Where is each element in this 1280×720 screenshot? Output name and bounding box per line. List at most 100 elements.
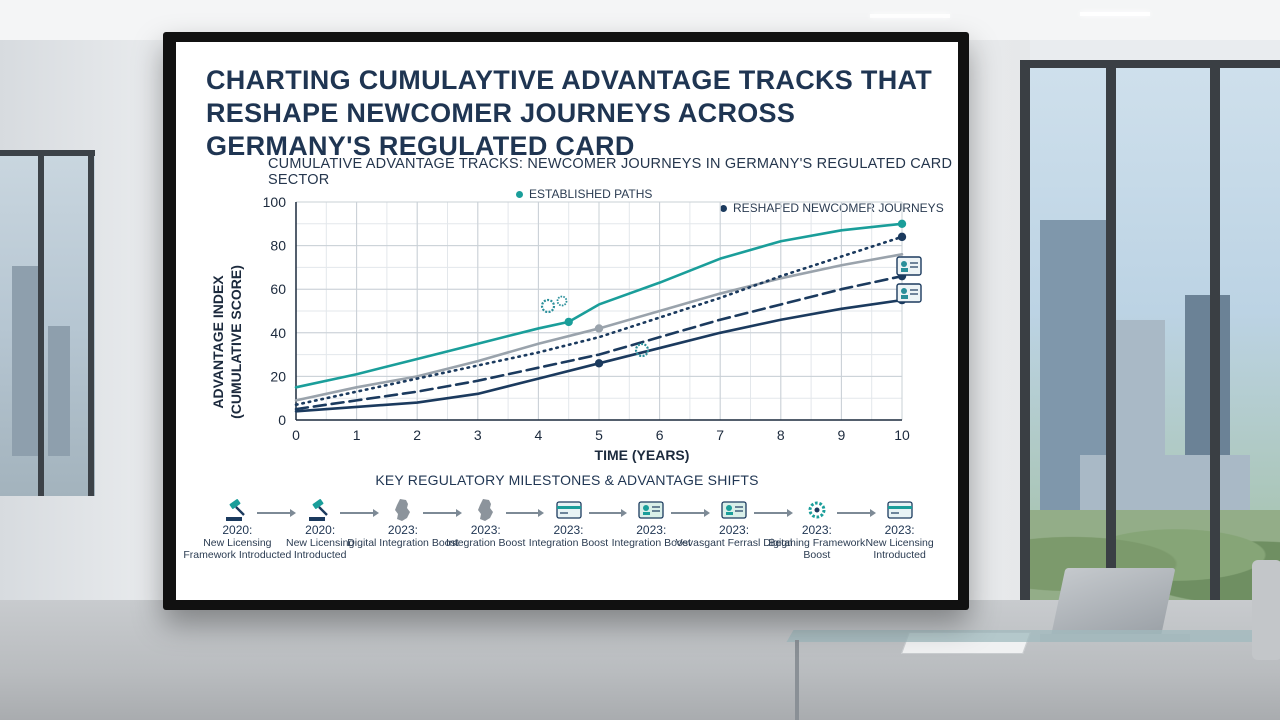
x-tick-label: 9 [838, 427, 846, 443]
window-frame [1106, 60, 1116, 620]
series-line-4 [294, 274, 904, 411]
y-axis-title-line1: ADVANTAGE INDEX [210, 275, 226, 409]
window-frame [1020, 60, 1280, 68]
line-chart: 0 1 2 3 4 5 6 7 8 9 10 0 20 40 60 80 100 TIME (YEARS) A… [210, 194, 922, 463]
glass-desk [786, 630, 1274, 642]
timeline-arrow [257, 509, 296, 516]
data-point [594, 359, 604, 368]
milestone-year: 2023: [719, 523, 750, 537]
timeline-arrow [340, 509, 379, 516]
card-icon [554, 498, 584, 522]
milestone-timeline: 2020: New Licensing Framework Introducted… [183, 494, 941, 594]
x-axis-title: TIME (YEARS) [595, 447, 690, 463]
window-mullion [88, 156, 94, 496]
gavel-icon [305, 498, 335, 522]
chart-axes [295, 202, 902, 421]
id-card-icon [896, 256, 922, 276]
chart-title: CUMULATIVE ADVANTAGE TRACKS: NEWCOMER JO… [268, 156, 953, 188]
legend-marker [516, 191, 523, 199]
milestone-year: 2023: [470, 523, 501, 537]
main-title: CHARTING CUMULAYTIVE ADVANTAGE TRACKS TH… [206, 65, 933, 161]
left-window [0, 150, 95, 496]
timeline-arrow [588, 509, 628, 516]
milestone-item: 2020: New Licensing Framework Introducted [177, 494, 297, 561]
building [12, 266, 42, 456]
series-line-3 [294, 235, 904, 407]
data-point [897, 232, 907, 242]
milestone-year: 2020: [222, 523, 253, 537]
data-point [564, 317, 573, 327]
y-tick-label: 100 [263, 194, 287, 210]
milestone-label: Integration Boost [611, 537, 691, 549]
milestone-label: New Licensing Introducted [865, 537, 934, 561]
x-tick-label: 0 [292, 427, 300, 443]
chart-markers [564, 219, 907, 368]
milestone-label: Integration Boost [446, 537, 526, 549]
milestone-item: 2023: Vevasgant Ferrasl Digital [674, 494, 794, 549]
x-tick-label: 4 [535, 427, 543, 443]
y-tick-label: 0 [278, 412, 286, 428]
window-frame [1020, 60, 1030, 620]
timeline-arrow [671, 509, 710, 516]
y-tick-label: 80 [270, 238, 286, 254]
y-tick-label: 40 [270, 325, 286, 341]
x-tick-label: 6 [656, 427, 664, 443]
timeline-arrow [754, 509, 793, 516]
y-tick-labels: 0 20 40 60 80 100 [263, 194, 287, 428]
x-tick-label: 3 [474, 427, 482, 443]
ceiling-light [1080, 12, 1150, 16]
x-tick-label: 2 [413, 427, 421, 443]
window-frame [1210, 60, 1220, 620]
milestone-year: 2023: [553, 523, 584, 537]
milestone-item: 2023: Integration Boost [509, 494, 629, 549]
window-mullion [38, 156, 44, 496]
y-axis-title-line2: (CUMULATIVE SCORE) [228, 265, 244, 419]
legend-item-established: ESTABLISHED PATHS [516, 187, 652, 201]
x-tick-label: 10 [894, 427, 910, 443]
milestone-item: 2023: Integration Boost [591, 494, 711, 549]
right-window [1020, 60, 1280, 620]
data-point [897, 219, 907, 228]
id-card-icon [896, 283, 922, 303]
timeline-arrow [836, 509, 876, 516]
milestone-year: 2020: [305, 523, 336, 537]
milestone-label: Integration Boost [528, 537, 609, 549]
milestones-heading: KEY REGULATORY MILESTONES & ADVANTAGE SH… [375, 472, 759, 488]
laptop [1050, 568, 1176, 638]
legend-label: RESHAPED NEWCOMER JOURNEYS [733, 201, 944, 215]
germany-map-icon [388, 498, 418, 522]
ceiling-light [870, 14, 950, 18]
milestone-label: Digital Integration Boost [347, 537, 459, 549]
x-tick-label: 5 [595, 427, 603, 443]
data-point [594, 324, 604, 333]
milestone-label: New Licensing Framework Introducted [183, 537, 292, 561]
timeline-arrow [422, 509, 462, 516]
chair [1252, 560, 1280, 660]
milestone-year: 2023: [801, 523, 832, 537]
desk-leg [795, 640, 799, 720]
milestone-year: 2023: [884, 523, 915, 537]
building [48, 326, 70, 456]
gear-icon [540, 295, 568, 314]
legend-label: ESTABLISHED PATHS [529, 187, 653, 201]
milestone-item: 2023: Begming Framework Boost [757, 494, 877, 561]
milestone-item: 2020: New Licensing Introducted [260, 494, 380, 561]
series-line-1 [294, 222, 904, 389]
milestone-item: 2023: New Licensing Introducted [840, 494, 958, 561]
legend-marker [720, 205, 727, 213]
id-card-icon [636, 498, 666, 522]
card-icon [885, 498, 915, 522]
legend-item-reshaped: RESHAPED NEWCOMER JOURNEYS [720, 201, 944, 215]
milestone-year: 2023: [387, 523, 418, 537]
milestone-item: 2023: Integration Boost [426, 494, 546, 549]
x-tick-label: 1 [353, 427, 361, 443]
y-tick-label: 60 [270, 281, 286, 297]
gear-icon [802, 498, 832, 522]
gear-icon [634, 342, 650, 358]
timeline-arrow [505, 509, 545, 516]
x-tick-label: 7 [716, 427, 724, 443]
milestone-item: 2023: Digital Integration Boost [343, 494, 463, 549]
display-screen: CHARTING CUMULAYTIVE ADVANTAGE TRACKS TH… [176, 42, 958, 600]
milestone-label: Vevasgant Ferrasl Digital [675, 537, 793, 549]
x-tick-label: 8 [777, 427, 785, 443]
